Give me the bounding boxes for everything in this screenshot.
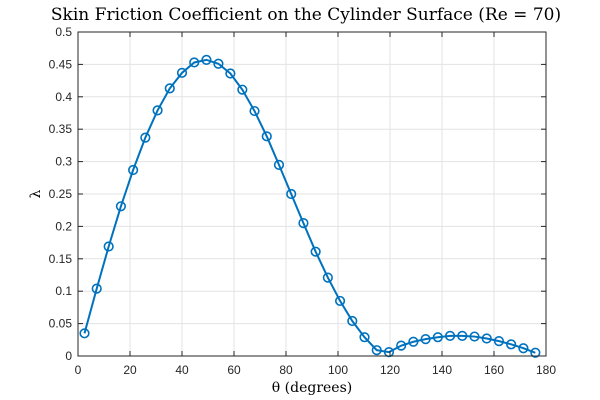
data-point-marker xyxy=(140,132,151,143)
x-tick-label: 140 xyxy=(432,363,452,377)
data-point-marker xyxy=(237,84,248,95)
data-point-marker xyxy=(152,105,163,116)
y-tick-label: 0.4 xyxy=(55,90,72,104)
ticks-layer: 0 20 40 60 80 100 120 140 160 180 0 0.05 0.1 0.15 0.2 0… xyxy=(49,25,557,377)
data-point-marker xyxy=(359,332,370,343)
data-point-marker xyxy=(115,201,126,212)
data-point-marker xyxy=(79,328,90,339)
data-point-marker xyxy=(249,105,260,117)
y-axis-label: λ xyxy=(28,189,44,198)
data-point-marker xyxy=(347,315,358,327)
x-tick-label: 120 xyxy=(380,363,400,377)
y-tick-label: 0.2 xyxy=(55,219,72,233)
data-point-marker xyxy=(261,131,272,142)
y-tick-label: 0.5 xyxy=(55,25,72,39)
data-point-marker xyxy=(493,335,505,347)
x-tick-label: 40 xyxy=(175,363,189,377)
data-point-marker xyxy=(530,347,541,358)
data-point-marker xyxy=(201,54,212,65)
data-point-marker xyxy=(322,272,333,283)
data-point-marker xyxy=(432,332,443,343)
grid-layer xyxy=(77,31,547,357)
data-point-marker xyxy=(518,343,529,354)
y-tick-label: 0 xyxy=(65,349,72,363)
x-tick-label: 0 xyxy=(75,363,82,377)
y-tick-label: 0.3 xyxy=(55,155,72,169)
x-tick-label: 160 xyxy=(484,363,504,377)
data-point-marker xyxy=(371,345,382,356)
x-axis-label: θ (degrees) xyxy=(272,380,352,396)
data-point-marker xyxy=(273,159,285,170)
y-tick-label: 0.05 xyxy=(49,317,73,331)
data-point-marker xyxy=(444,330,456,342)
data-point-marker xyxy=(469,331,480,342)
data-point-marker xyxy=(128,164,139,176)
data-point-marker xyxy=(91,283,102,294)
x-tick-label: 80 xyxy=(279,363,293,377)
chart-title: Skin Friction Coefficient on the Cylinde… xyxy=(51,5,561,25)
y-tick-label: 0.45 xyxy=(49,57,73,71)
data-point-marker xyxy=(103,241,114,252)
y-tick-label: 0.15 xyxy=(49,252,73,266)
data-point-marker xyxy=(396,340,407,351)
series-layer xyxy=(79,54,541,358)
data-point-marker xyxy=(225,68,236,79)
data-point-marker xyxy=(176,67,188,78)
data-point-marker xyxy=(310,246,321,257)
data-point-marker xyxy=(286,188,297,200)
data-point-marker xyxy=(298,218,309,229)
y-tick-label: 0.35 xyxy=(49,122,73,136)
data-point-marker xyxy=(334,295,346,307)
data-point-marker xyxy=(189,57,200,68)
data-point-marker xyxy=(408,336,419,347)
x-tick-label: 180 xyxy=(536,363,556,377)
data-point-marker xyxy=(481,333,492,344)
data-point-marker xyxy=(420,334,431,345)
x-tick-label: 20 xyxy=(123,363,137,377)
x-tick-label: 60 xyxy=(227,363,241,377)
data-point-marker xyxy=(506,339,517,350)
x-tick-label: 100 xyxy=(328,363,348,377)
data-point-marker xyxy=(213,58,224,69)
y-tick-label: 0.1 xyxy=(55,284,72,298)
data-point-marker xyxy=(457,330,468,342)
data-point-marker xyxy=(164,83,175,94)
series-line xyxy=(83,58,536,354)
y-tick-label: 0.25 xyxy=(49,187,73,201)
